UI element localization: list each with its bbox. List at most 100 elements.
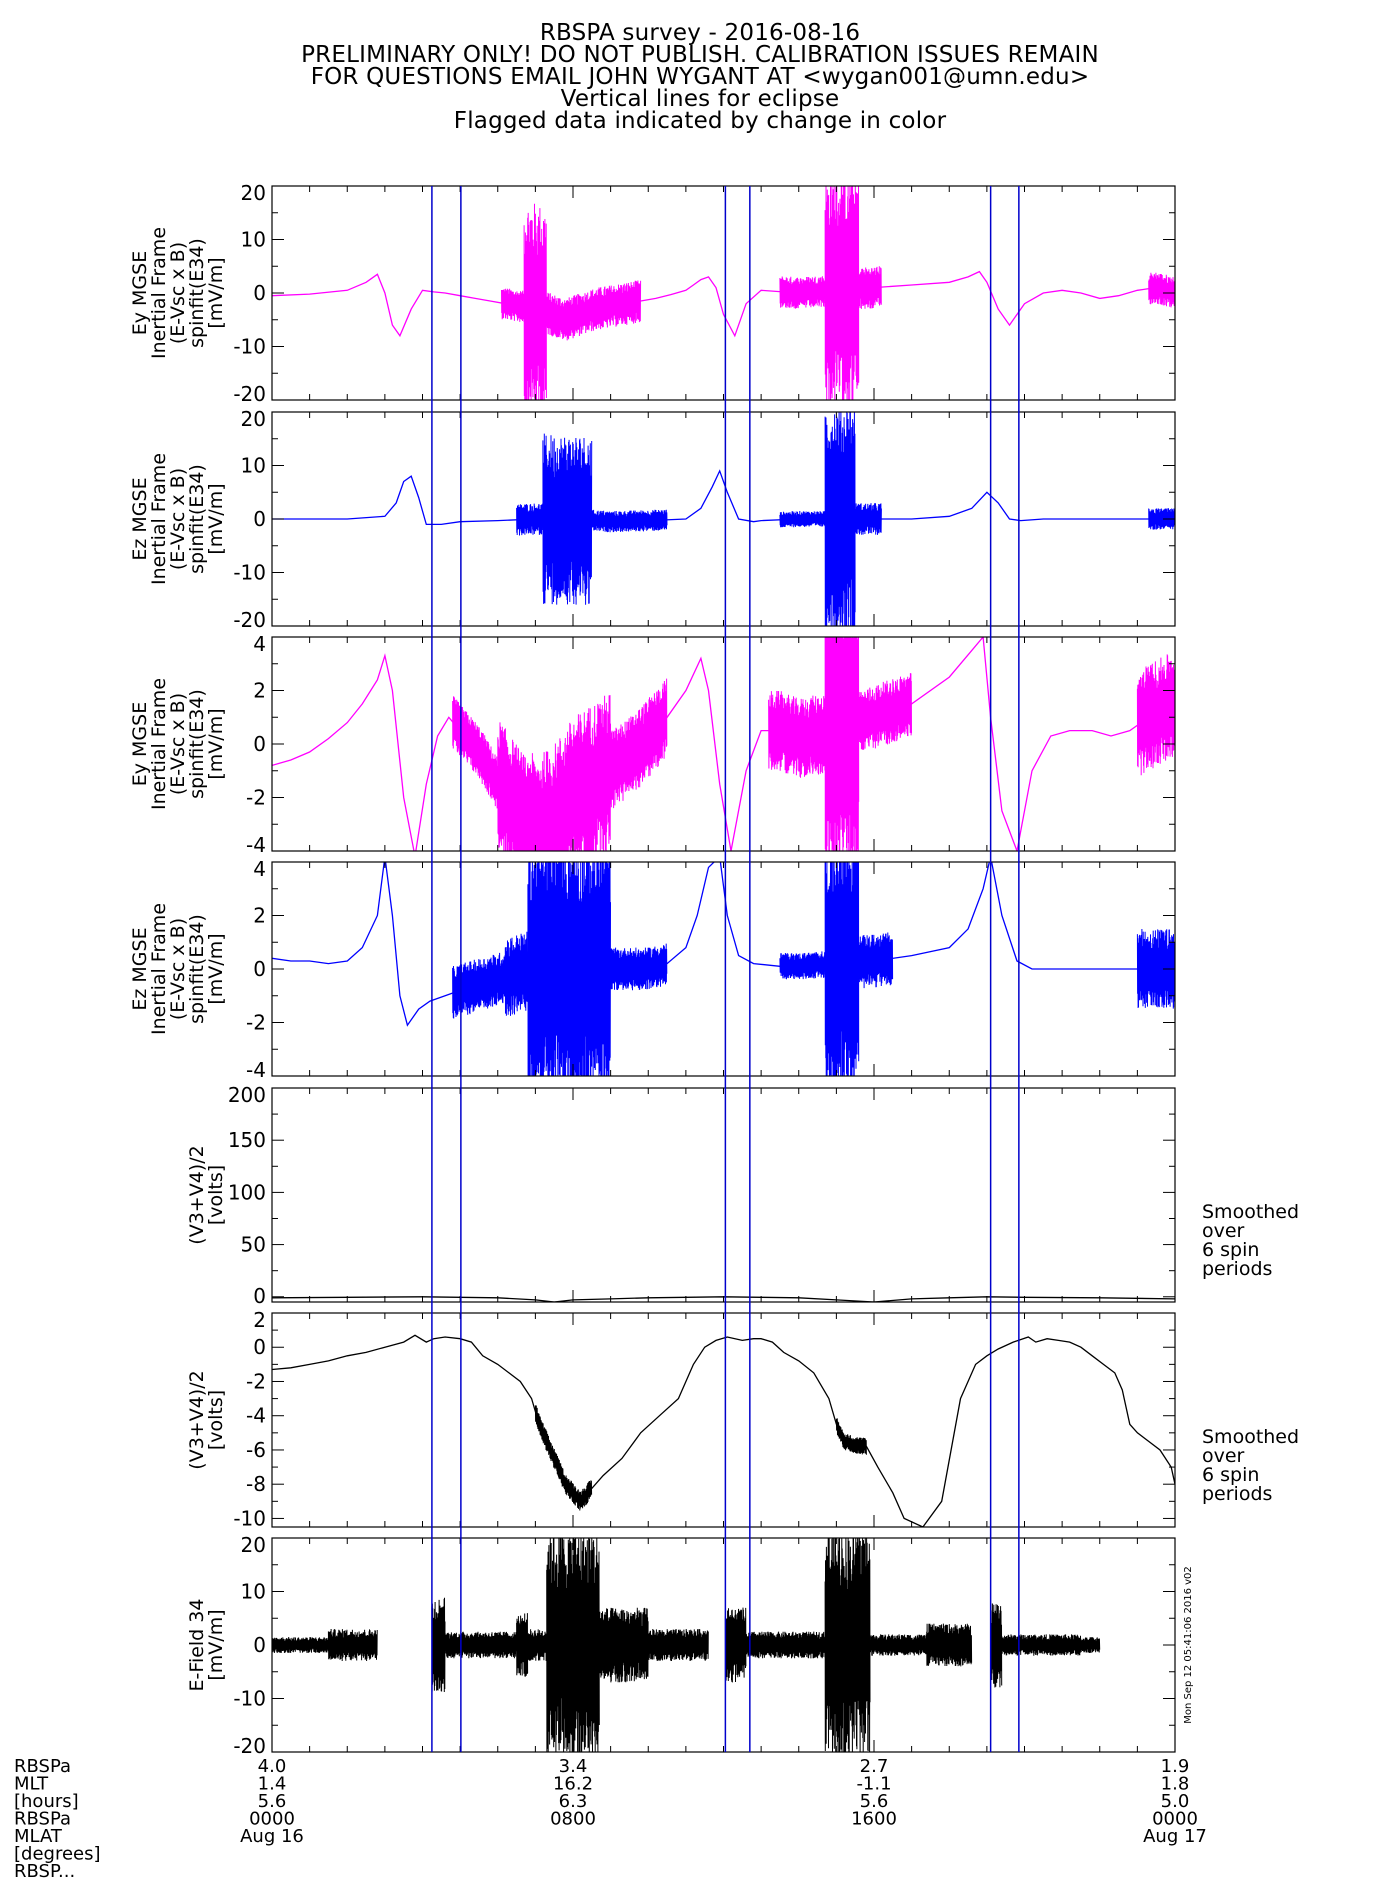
burst-e34-3 — [444, 1631, 517, 1659]
x-axis-row-label: RBSPa — [14, 1809, 71, 1830]
y-tick-label: -20 — [233, 382, 266, 406]
title-line-5: Flagged data indicated by change in colo… — [453, 108, 947, 134]
burst-e34-13 — [926, 1623, 973, 1667]
y-tick-label: 4 — [253, 632, 266, 656]
burst-e34-4 — [516, 1613, 529, 1677]
x-axis-row-label: MLAT — [14, 1826, 63, 1847]
burst-ez1-0 — [516, 503, 544, 536]
y-tick-label: -20 — [233, 1734, 266, 1758]
title-line-4: Vertical lines for eclipse — [560, 86, 840, 112]
x-axis-value: 16.2 — [553, 1774, 593, 1795]
x-axis-value: 2.7 — [860, 1756, 889, 1777]
side-note: 6 spin — [1202, 1239, 1259, 1261]
x-axis-row-label: [degrees] — [14, 1844, 101, 1865]
burst-e34-16 — [1080, 1637, 1101, 1654]
panel-ez2-data — [272, 862, 1175, 1076]
burst-e34-15 — [1001, 1634, 1082, 1656]
y-axis-label: (V3+V4)/2 — [186, 1145, 208, 1244]
x-axis-row-label: RBSPa — [14, 1756, 71, 1777]
y-tick-label: 0 — [253, 1633, 266, 1657]
burst-ey1-6 — [1148, 272, 1175, 308]
version-stamp: Mon Sep 12 05:41:06 2016 v02 — [1183, 1566, 1194, 1724]
panel-v34b-data — [272, 1334, 1175, 1527]
y-axis-label: spinfit(E34) — [186, 238, 208, 348]
panel-v34a: 200 150 100 50 0 (V3+V4)/2[volts] Smoothedover… — [186, 1083, 1299, 1308]
burst-ey1-2 — [546, 280, 642, 341]
y-tick-label: 2 — [253, 679, 266, 703]
series-line-ey2 — [272, 637, 1175, 851]
y-axis-label: (E-Vsc x B) — [167, 693, 189, 795]
x-axis-value: 0800 — [550, 1809, 596, 1830]
series-line-ey1 — [272, 270, 1175, 338]
y-axis-label: Ey MGSE — [129, 702, 151, 786]
y-tick-label: 4 — [253, 857, 266, 881]
y-tick-label: -2 — [246, 1369, 266, 1393]
x-axis-row-label: [hours] — [14, 1791, 79, 1812]
y-axis-label: spinfit(E34) — [186, 689, 208, 799]
burst-ez2-1 — [504, 931, 529, 1016]
x-axis-value: -1.1 — [856, 1774, 891, 1795]
y-tick-label: 10 — [241, 228, 266, 252]
burst-e34-8 — [647, 1628, 709, 1662]
burst-e34-7 — [598, 1607, 649, 1683]
burst-ey1-5 — [858, 266, 882, 309]
y-tick-label: 200 — [228, 1083, 266, 1107]
x-axis-value: 3.4 — [559, 1756, 588, 1777]
y-axis-label: (E-Vsc x B) — [167, 468, 189, 570]
y-tick-label: 0 — [253, 1284, 266, 1308]
burst-e34-9 — [724, 1607, 747, 1683]
panel-frame-v34a — [271, 1087, 1176, 1303]
y-tick-label: 50 — [241, 1233, 266, 1257]
y-tick-label: 0 — [253, 1335, 266, 1359]
y-axis-label: [mV/m] — [205, 257, 227, 328]
y-tick-label: -10 — [233, 335, 266, 359]
x-axis-annotations: RBSPaMLT[hours]RBSPaMLAT[degrees]RBSP...… — [14, 1756, 1207, 1882]
y-tick-label: -8 — [246, 1472, 266, 1496]
panel-e34-data — [272, 1538, 1101, 1752]
y-axis-label: Inertial Frame — [148, 903, 170, 1035]
y-tick-label: 0 — [253, 507, 266, 531]
burst-ez1-5 — [854, 503, 882, 535]
y-tick-label: -10 — [233, 561, 266, 585]
side-note: Smoothed — [1202, 1426, 1299, 1448]
y-axis-label: [mV/m] — [205, 708, 227, 779]
burst-e34-11 — [824, 1538, 871, 1752]
x-axis-row-label: MLT — [14, 1774, 49, 1795]
x-axis-value: 5.6 — [860, 1791, 889, 1812]
y-axis-label: E-Field 34 — [186, 1599, 208, 1692]
side-note: Smoothed — [1202, 1201, 1299, 1223]
y-tick-label: -10 — [233, 1506, 266, 1530]
y-tick-label: 2 — [253, 1308, 266, 1332]
panel-ey1-data — [272, 186, 1175, 400]
y-tick-label: 0 — [253, 957, 266, 981]
burst-ey1-4 — [824, 186, 860, 400]
y-tick-label: 20 — [241, 1533, 266, 1557]
burst-v34b-0 — [534, 1405, 593, 1511]
burst-ez1-3 — [779, 510, 826, 528]
burst-ey2-5 — [824, 637, 860, 851]
burst-ez2-5 — [824, 862, 860, 1076]
burst-ez2-3 — [610, 943, 668, 991]
y-axis-label: spinfit(E34) — [186, 464, 208, 574]
y-tick-label: -20 — [233, 608, 266, 632]
burst-e34-6 — [546, 1538, 600, 1752]
panel-frame-ey1 — [271, 185, 1176, 401]
y-tick-label: 0 — [253, 281, 266, 305]
burst-ey2-6 — [858, 673, 912, 751]
title-line-1: RBSPA survey - 2016-08-16 — [539, 20, 861, 46]
burst-ey1-1 — [523, 203, 547, 400]
side-note: 6 spin — [1202, 1464, 1259, 1486]
y-axis-label: (V3+V4)/2 — [186, 1370, 208, 1469]
panel-e34: 20 10 0 -10 -20 E-Field 34[mV/m] Mon Sep 12 05… — [186, 1533, 1194, 1758]
x-axis-value: 0000 — [1152, 1809, 1198, 1830]
burst-ey2-7 — [1136, 654, 1175, 776]
burst-e34-12 — [869, 1634, 927, 1656]
y-tick-label: 20 — [241, 407, 266, 431]
panel-frame-v34b — [271, 1312, 1176, 1528]
x-axis-value: 4.0 — [258, 1756, 287, 1777]
burst-ez1-6 — [1148, 508, 1175, 530]
burst-e34-14 — [990, 1603, 1003, 1688]
burst-ey1-0 — [501, 288, 525, 322]
